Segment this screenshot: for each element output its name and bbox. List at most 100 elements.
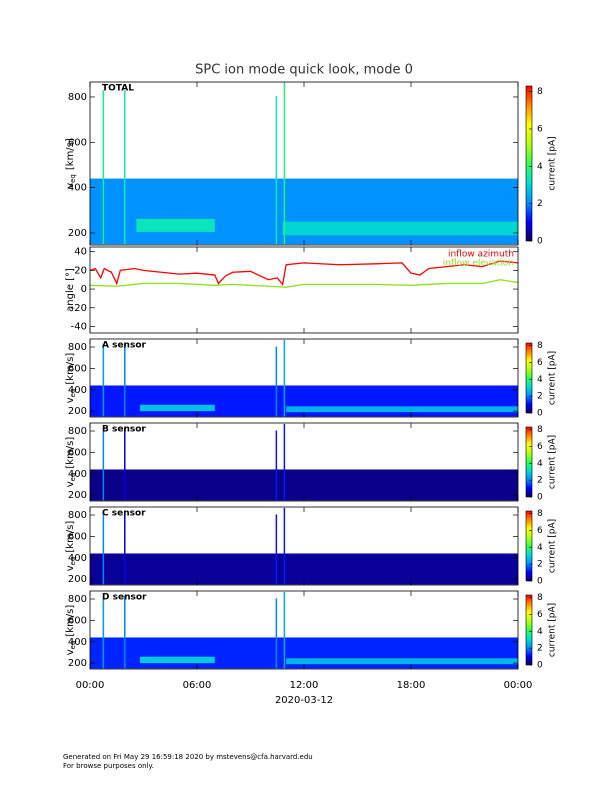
y-tick-label: 40 [74, 247, 87, 258]
y-label-sub: eq [69, 174, 77, 183]
x-tick-label: 00:00 [504, 680, 533, 691]
y-axis-label: veq [km/s] [65, 437, 77, 488]
colorbar-tick-label: 4 [537, 543, 543, 553]
y-tick-label: 400 [68, 183, 87, 194]
title: SPC ion mode quick look, mode 0 [195, 63, 413, 78]
plasma-beam [286, 406, 518, 413]
y-tick-label: 800 [68, 510, 87, 521]
y-tick-label: 400 [68, 385, 87, 396]
colorbar-tick-label: 0 [537, 661, 543, 671]
colorbar-tick-label: 8 [537, 87, 543, 97]
x-axis-label: 2020-03-12 [275, 695, 333, 706]
colorbar [525, 510, 533, 582]
y-tick-label: 400 [68, 469, 87, 480]
panel-label: D sensor [102, 593, 147, 603]
y-tick-label: 200 [68, 574, 87, 585]
colorbar-tick-label: 0 [537, 237, 543, 247]
colorbar-tick-label: 6 [537, 442, 543, 452]
colorbar-tick-label: 6 [537, 124, 543, 134]
colorbar-tick-label: 4 [537, 375, 543, 385]
y-tick-label: 200 [68, 228, 87, 239]
colorbar-label: current [pA] [548, 136, 558, 190]
y-tick-label: 800 [68, 426, 87, 437]
x-tick-label: 06:00 [183, 680, 212, 691]
y-tick-label: 600 [68, 615, 87, 626]
y-label-unit: [km/s] [65, 138, 76, 170]
plasma-beam [139, 656, 215, 664]
y-tick-label: 800 [68, 594, 87, 605]
angle-line [89, 260, 519, 286]
colorbar-tick-label: 4 [537, 627, 543, 637]
colorbar [525, 85, 533, 242]
y-axis-label: angle [°] [65, 268, 76, 312]
y-label-unit: [km/s] [65, 437, 76, 469]
y-tick-label: -40 [71, 321, 87, 332]
colorbar-tick-label: 2 [537, 644, 543, 654]
y-label-unit: [km/s] [65, 353, 76, 385]
y-tick-label: 200 [68, 658, 87, 669]
plasma-beam [136, 218, 215, 232]
colorbar-tick-label: 0 [537, 409, 543, 419]
colorbar-tick-label: 2 [537, 560, 543, 570]
y-tick-label: 400 [68, 637, 87, 648]
y-axis-label: veq [km/s] [65, 605, 77, 656]
colorbar-tick-label: 4 [537, 162, 543, 172]
y-axis-label: veq [km/s] [65, 521, 77, 572]
y-tick-label: 20 [74, 265, 87, 276]
y-label-unit: [km/s] [65, 521, 76, 553]
y-label-sub: eq [69, 557, 77, 566]
legend-entry: inflow elevation [443, 259, 514, 269]
colorbar-tick-label: 8 [537, 509, 543, 519]
colorbar [525, 342, 533, 414]
colorbar-tick-label: 8 [537, 593, 543, 603]
colorbar [525, 426, 533, 498]
colorbar-label: current [pA] [548, 351, 558, 405]
panel-label: B sensor [102, 425, 146, 435]
colorbar-tick-label: 6 [537, 610, 543, 620]
x-tick-label: 12:00 [290, 680, 319, 691]
panel-label: TOTAL [102, 84, 134, 94]
y-tick-label: 600 [68, 447, 87, 458]
y-label-main: v [65, 397, 76, 403]
y-tick-label: 0 [81, 284, 87, 295]
spectrogram-background [90, 469, 518, 501]
colorbar-tick-label: 0 [537, 493, 543, 503]
colorbar-tick-label: 8 [537, 425, 543, 435]
colorbar-tick-label: 6 [537, 358, 543, 368]
y-label-main: v [65, 649, 76, 655]
colorbar [525, 594, 533, 666]
panel-label: A sensor [102, 341, 147, 351]
y-tick-label: 400 [68, 553, 87, 564]
x-tick-label: 18:00 [397, 680, 426, 691]
y-label-main: v [65, 481, 76, 487]
plasma-beam [139, 404, 215, 412]
y-label-main: v [65, 183, 76, 189]
colorbar-tick-label: 2 [537, 199, 543, 209]
plasma-beam [282, 221, 518, 236]
footer-line: For browse purposes only. [63, 762, 154, 770]
y-tick-label: 800 [68, 342, 87, 353]
y-tick-label: -20 [71, 303, 87, 314]
y-tick-label: 600 [68, 137, 87, 148]
y-label-sub: eq [69, 641, 77, 650]
colorbar-label: current [pA] [548, 603, 558, 657]
colorbar-label: current [pA] [548, 519, 558, 573]
legend-entry: inflow azimuth [448, 250, 514, 260]
colorbar-tick-label: 4 [537, 459, 543, 469]
y-label-sub: eq [69, 473, 77, 482]
y-tick-label: 200 [68, 406, 87, 417]
y-label-unit: [km/s] [65, 605, 76, 637]
colorbar-tick-label: 2 [537, 392, 543, 402]
y-axis-label: veq [km/s] [65, 353, 77, 404]
y-axis-label: veq [km/s] [65, 138, 77, 189]
y-tick-label: 600 [68, 363, 87, 374]
y-label-sub: eq [69, 389, 77, 398]
colorbar-tick-label: 0 [537, 577, 543, 587]
plasma-beam [286, 658, 518, 665]
colorbar-tick-label: 6 [537, 526, 543, 536]
colorbar-tick-label: 2 [537, 476, 543, 486]
spectrogram-background [90, 553, 518, 585]
x-tick-label: 00:00 [76, 680, 105, 691]
colorbar-label: current [pA] [548, 435, 558, 489]
